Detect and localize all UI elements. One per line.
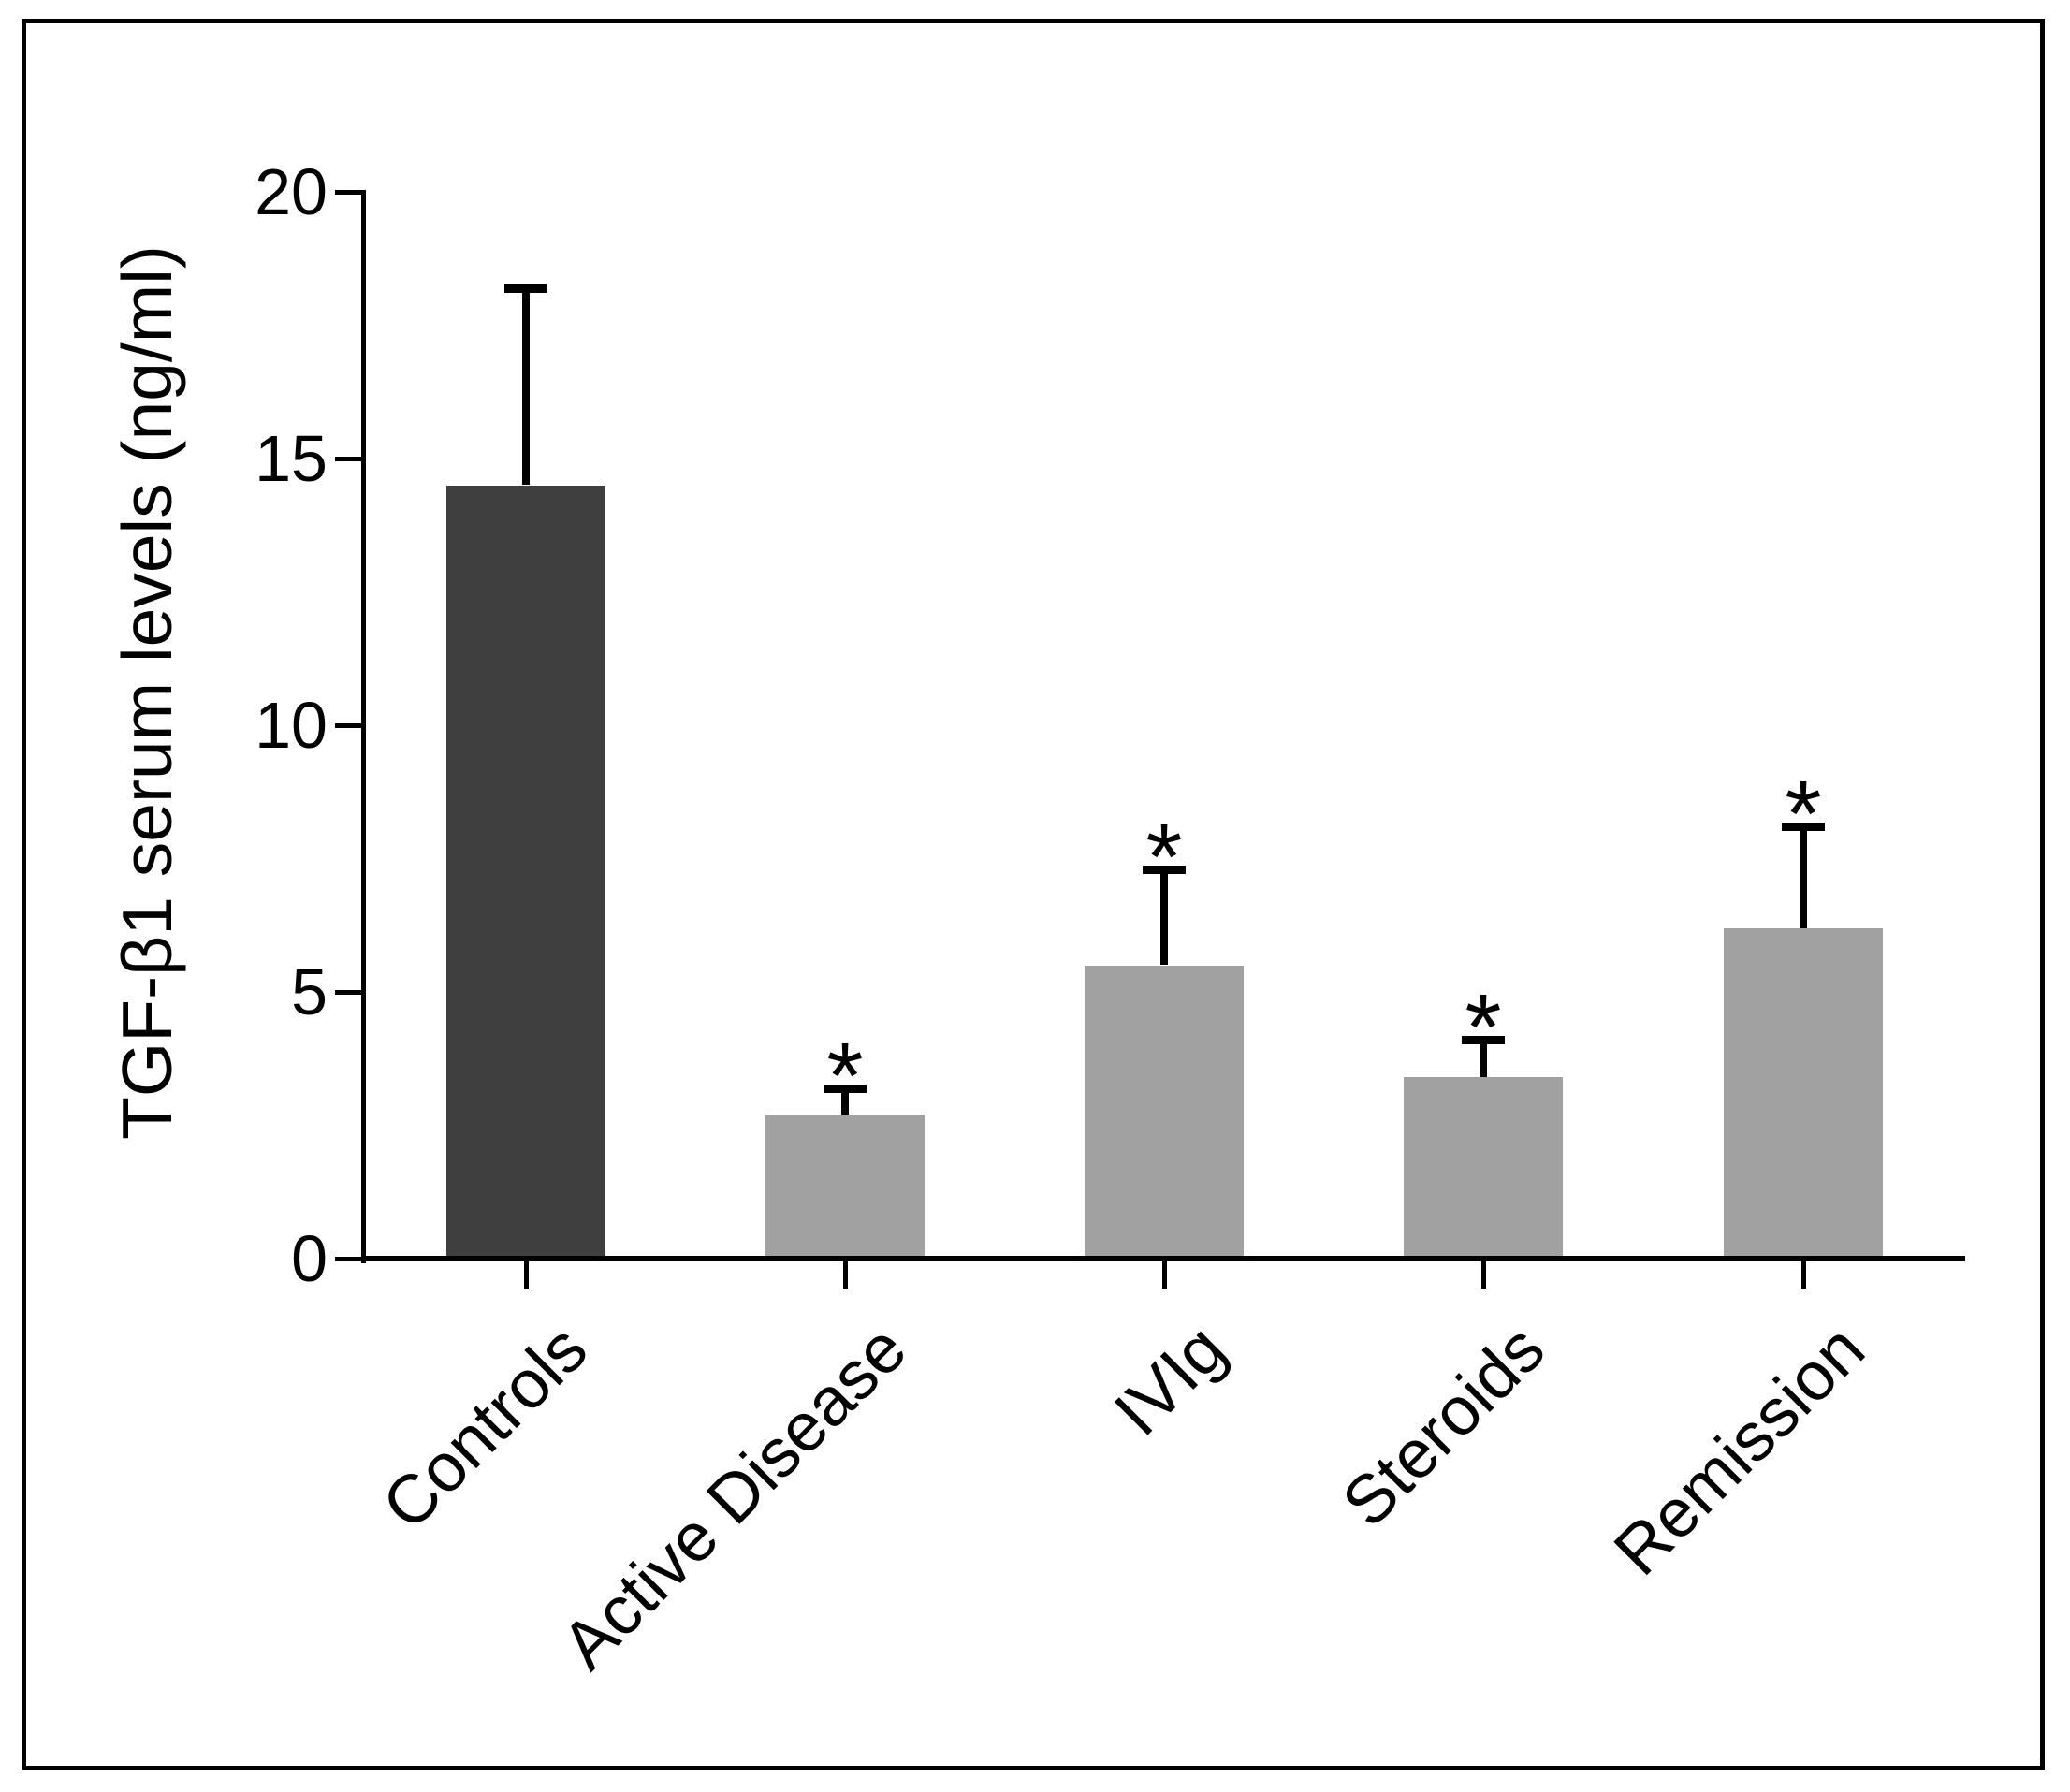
bar-ivig xyxy=(1085,965,1244,1260)
y-tick xyxy=(335,1257,366,1261)
significance-asterisk: * xyxy=(1145,804,1183,910)
error-bar-stem xyxy=(1800,826,1807,928)
error-bar-cap xyxy=(1143,865,1186,874)
y-tick xyxy=(335,723,366,728)
x-tick-label-controls: Controls xyxy=(368,1310,602,1545)
y-tick xyxy=(335,457,366,461)
error-bar-cap xyxy=(504,284,547,293)
significance-asterisk: * xyxy=(1785,762,1822,867)
y-tick xyxy=(335,990,366,995)
significance-asterisk: * xyxy=(826,1023,864,1129)
x-tick xyxy=(1162,1259,1167,1289)
x-tick xyxy=(1801,1259,1806,1289)
y-tick xyxy=(335,190,366,195)
x-tick xyxy=(524,1259,529,1289)
x-tick-label-steroids: Steroids xyxy=(1328,1310,1559,1542)
x-tick-label-remission: Remission xyxy=(1599,1310,1879,1590)
error-bar-stem xyxy=(841,1087,849,1115)
y-tick-label: 20 xyxy=(255,155,328,228)
error-bar-stem xyxy=(1480,1040,1487,1078)
x-tick-label-active-disease: Active Disease xyxy=(547,1310,921,1684)
significance-asterisk: * xyxy=(1465,975,1502,1081)
x-tick xyxy=(1481,1259,1486,1289)
figure-border xyxy=(22,19,2045,1770)
axis-x-line xyxy=(361,1256,1965,1261)
bar-steroids xyxy=(1404,1077,1563,1260)
error-bar-cap xyxy=(824,1084,867,1093)
bar-active-disease xyxy=(765,1115,925,1260)
y-tick-label: 5 xyxy=(291,955,328,1028)
error-bar-stem xyxy=(1160,868,1168,966)
error-bar-cap xyxy=(1782,823,1825,832)
bar-remission xyxy=(1724,927,1883,1260)
x-tick xyxy=(843,1259,848,1289)
y-tick-label: 10 xyxy=(255,689,328,762)
error-bar-cap xyxy=(1462,1036,1505,1045)
x-tick-label-ivig: IVIg xyxy=(1100,1310,1240,1450)
axis-y-line xyxy=(361,192,366,1263)
error-bar-stem xyxy=(522,287,530,486)
y-tick-label: 0 xyxy=(291,1222,328,1295)
y-tick-label: 15 xyxy=(255,422,328,495)
bar-controls xyxy=(446,485,605,1260)
